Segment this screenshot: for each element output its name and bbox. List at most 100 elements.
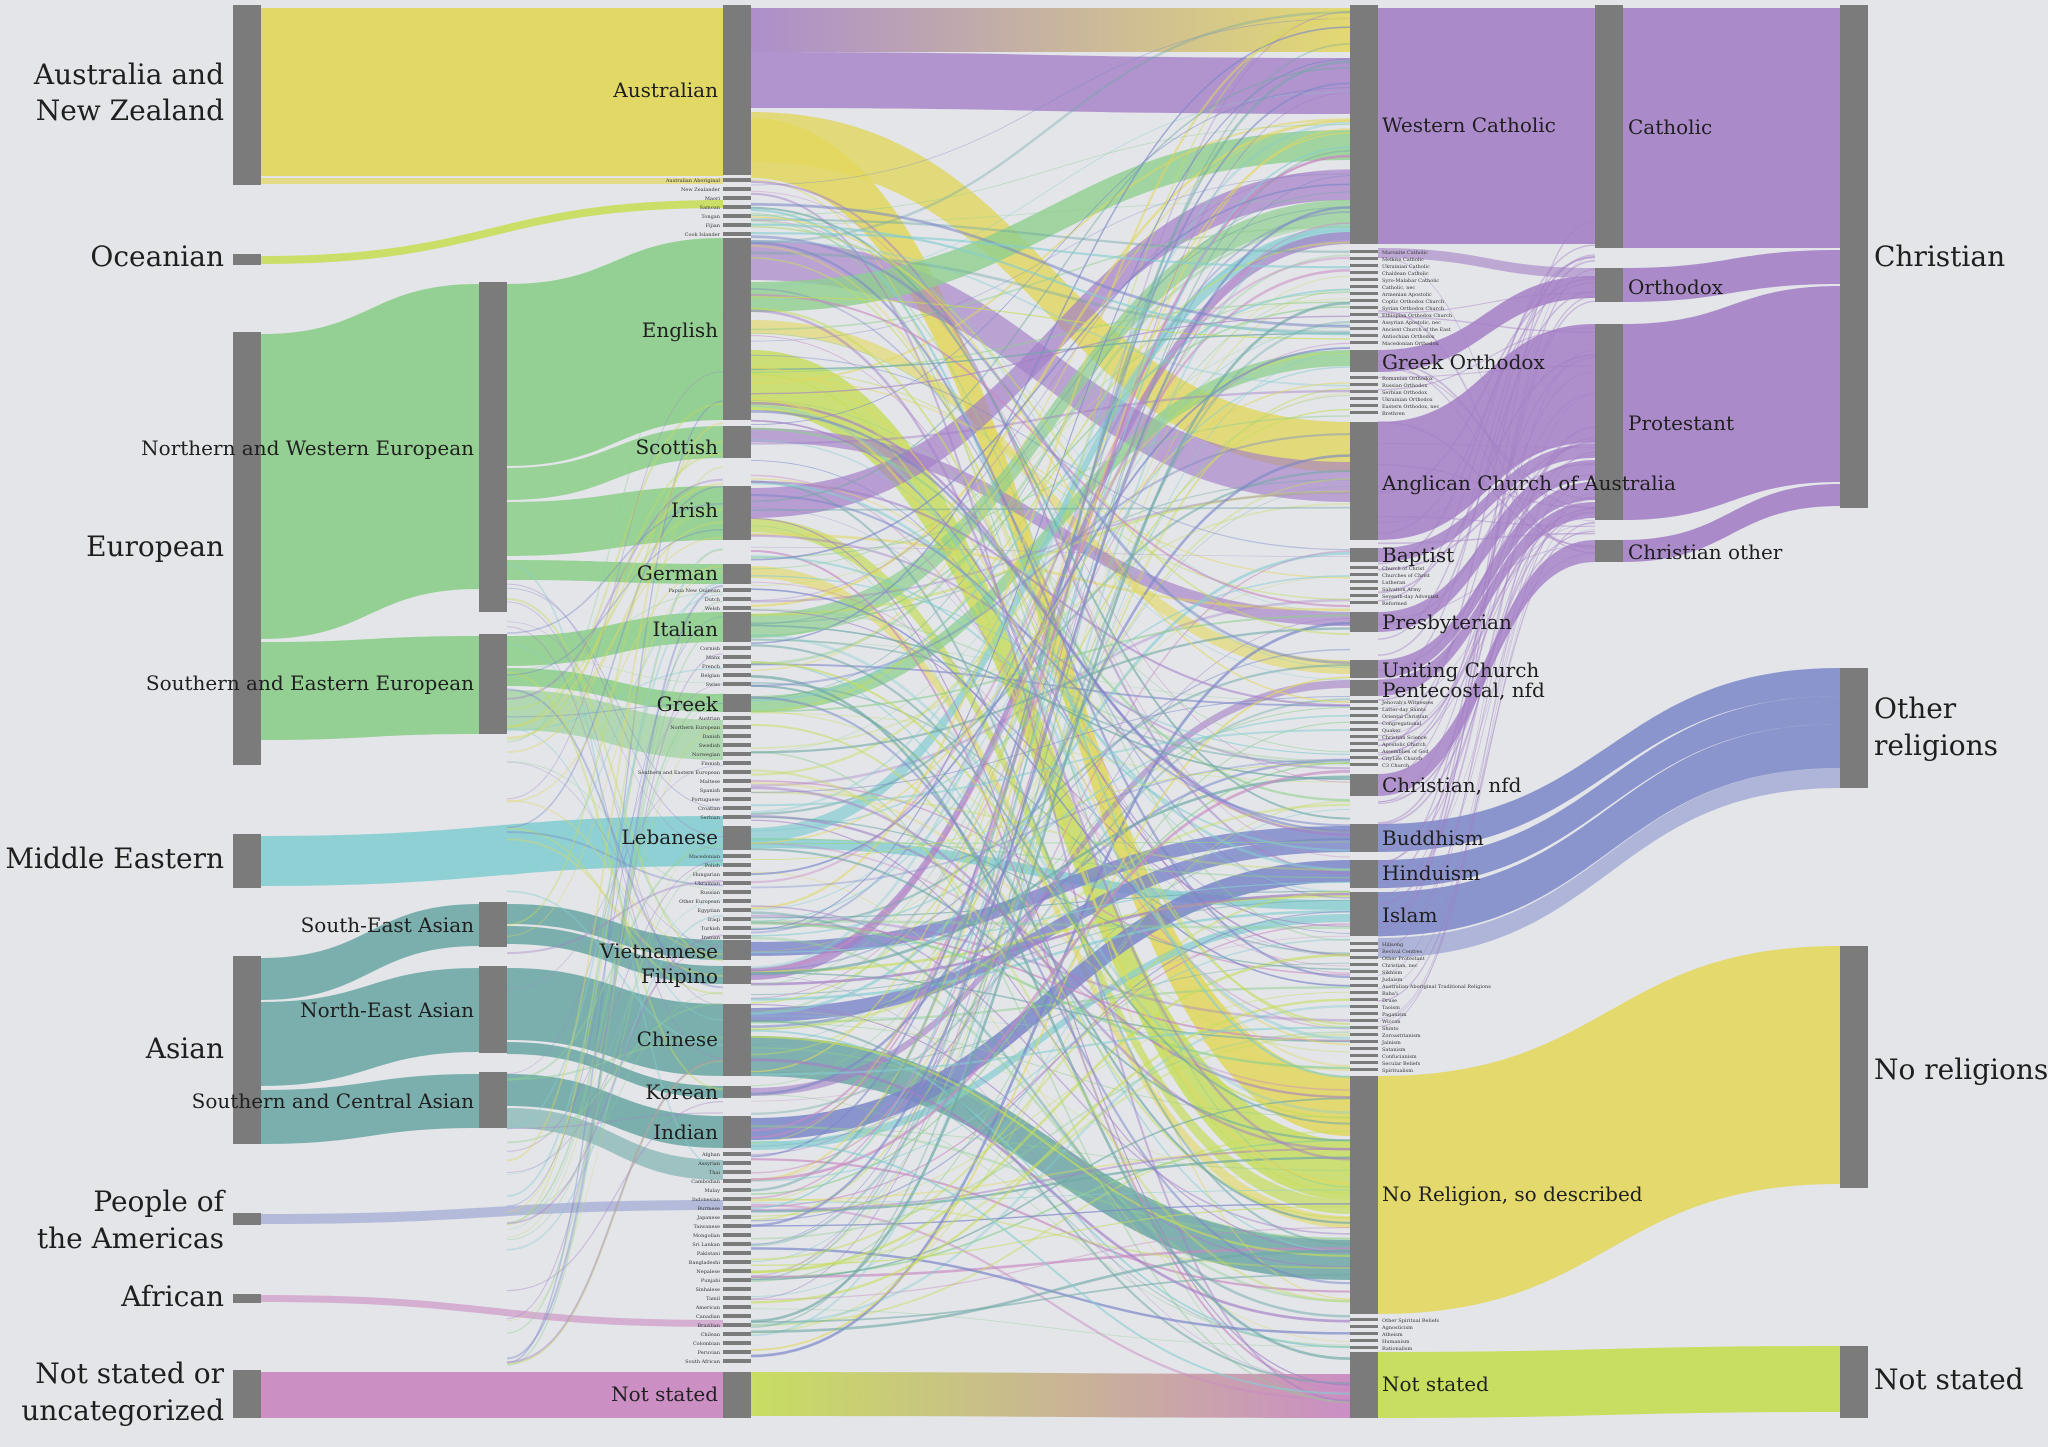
flow-strand [750, 223, 1351, 1337]
denom-label-no-religion: No Religion, so described [1382, 1182, 1643, 1206]
minor-ancestry-label: Danish [702, 734, 720, 740]
node-afr [233, 1294, 261, 1303]
minor-ancestry-node [723, 223, 751, 227]
flow-strand [750, 388, 1351, 1221]
minor-denomination-node [1350, 1005, 1378, 1008]
flow-anglican-to-protestant [1378, 324, 1595, 540]
flow-strand [1377, 256, 1596, 933]
flow-strand [750, 220, 1351, 942]
flow-strand [750, 235, 1351, 665]
minor-ancestry-label: Japanese [696, 1215, 720, 1221]
flow-strand [506, 582, 724, 1130]
flow-strand [506, 653, 724, 1320]
flow-strand [750, 871, 1351, 1342]
minor-ancestry-node [723, 935, 751, 939]
flow-strand [506, 1036, 724, 1081]
minor-denomination-node [1350, 956, 1378, 959]
flow-buddhism-to-other [1378, 668, 1840, 852]
minor-denomination-node [1350, 700, 1378, 703]
flow-strand [750, 454, 1351, 1096]
minor-ancestry-node [723, 1242, 751, 1246]
flow-strand [1377, 371, 1596, 781]
minor-denomination-node [1350, 942, 1378, 945]
minor-ancestry-label: Other European [679, 899, 721, 905]
node-filipino [723, 966, 751, 984]
flow-strand [1377, 316, 1596, 333]
flow-strand [1377, 437, 1596, 824]
node-chrother [1595, 540, 1623, 562]
minor-denomination-node [1350, 383, 1378, 386]
flow-strand [506, 591, 724, 671]
flow-strand [750, 206, 1351, 1227]
minor-ancestry-label: Samoan [700, 205, 721, 211]
flow-strand [750, 640, 1351, 703]
flow-strand [750, 225, 1351, 636]
minor-ancestry-label: Macedonian [689, 854, 721, 860]
group-labels: Catholic Orthodox Protestant Christian o… [1628, 115, 1783, 564]
minor-ancestry-node [723, 788, 751, 792]
minor-ancestry-label: Taiwanese [694, 1224, 721, 1230]
minor-denomination-label: Christian Science [1382, 735, 1427, 741]
minor-denomination-node [1350, 707, 1378, 710]
node-anglican [1350, 422, 1378, 540]
flow-strand [750, 214, 1351, 669]
minor-ancestry-node [723, 187, 751, 191]
minor-ancestry-label: Dutch [705, 597, 721, 603]
minor-ancestry-label: Papua New Guinean [668, 588, 720, 594]
flow-strand [750, 232, 1351, 269]
flow-strand [1377, 254, 1596, 681]
node-christian [1840, 5, 1868, 508]
flow-strand [750, 474, 1351, 1030]
ancestry-label-vietnamese: Vietnamese [599, 939, 718, 963]
minor-ancestry-label: Pakistani [697, 1251, 721, 1257]
flow-strand [1377, 364, 1596, 549]
flow-see-to-other [507, 690, 723, 760]
flow-strand [506, 485, 724, 829]
minor-ancestry-node [723, 205, 751, 209]
minor-ancestry-node [723, 1305, 751, 1309]
flow-strand [1377, 260, 1596, 747]
flow-strand [750, 301, 1351, 373]
minor-ancestry-label: Turkish [701, 926, 721, 932]
flow-strand [750, 206, 1351, 820]
flow-strand [750, 192, 1351, 1402]
minor-denomination-node [1350, 573, 1378, 576]
flow-strand [750, 1031, 1351, 1240]
flow-strand [506, 703, 724, 718]
flow-nea-to-korean [507, 1042, 723, 1098]
flow-strand [506, 508, 724, 711]
region-labels: Australia and New Zealand Oceanian Europe… [5, 58, 226, 1427]
flow-strand [750, 1156, 1351, 1213]
flow-asian-to-sea [261, 904, 479, 1000]
flow-african-to-ancestry [261, 1295, 723, 1327]
minor-denomination-label: C3 Church [1382, 763, 1410, 769]
flow-strand [750, 1308, 1351, 1348]
flow-strand [750, 1158, 1351, 1293]
denom-label-not-stated: Not stated [1382, 1372, 1489, 1396]
minor-denomination-node [1350, 390, 1378, 393]
minor-ancestry-node [723, 890, 751, 894]
minor-ancestry-node [723, 881, 751, 885]
flow-strand [1377, 244, 1596, 602]
flow-strand [750, 728, 1351, 807]
flow-strand [750, 128, 1351, 1182]
flow-strand [750, 1203, 1351, 1227]
flow-strand [750, 786, 1351, 1151]
flow-strand [750, 1197, 1351, 1269]
flow-strand [750, 395, 1351, 1087]
flow-strand [750, 675, 1351, 1360]
node-aus [233, 5, 261, 185]
flow-strand [750, 26, 1351, 644]
flow-strand [750, 1033, 1351, 1273]
flow-strand [506, 667, 724, 732]
denom-label-greek-orthodox: Greek Orthodox [1382, 350, 1545, 374]
node-norel [1350, 1076, 1378, 1314]
minor-ancestry-label: Afghan [701, 1152, 721, 1158]
minor-ancestry-node [723, 1161, 751, 1165]
node-mid [233, 834, 261, 888]
flow-sea-to-filipino [507, 926, 723, 984]
flow-strand [506, 478, 724, 700]
node-islam [1350, 892, 1378, 936]
flow-no-religion-to-no-religions [1378, 946, 1840, 1314]
